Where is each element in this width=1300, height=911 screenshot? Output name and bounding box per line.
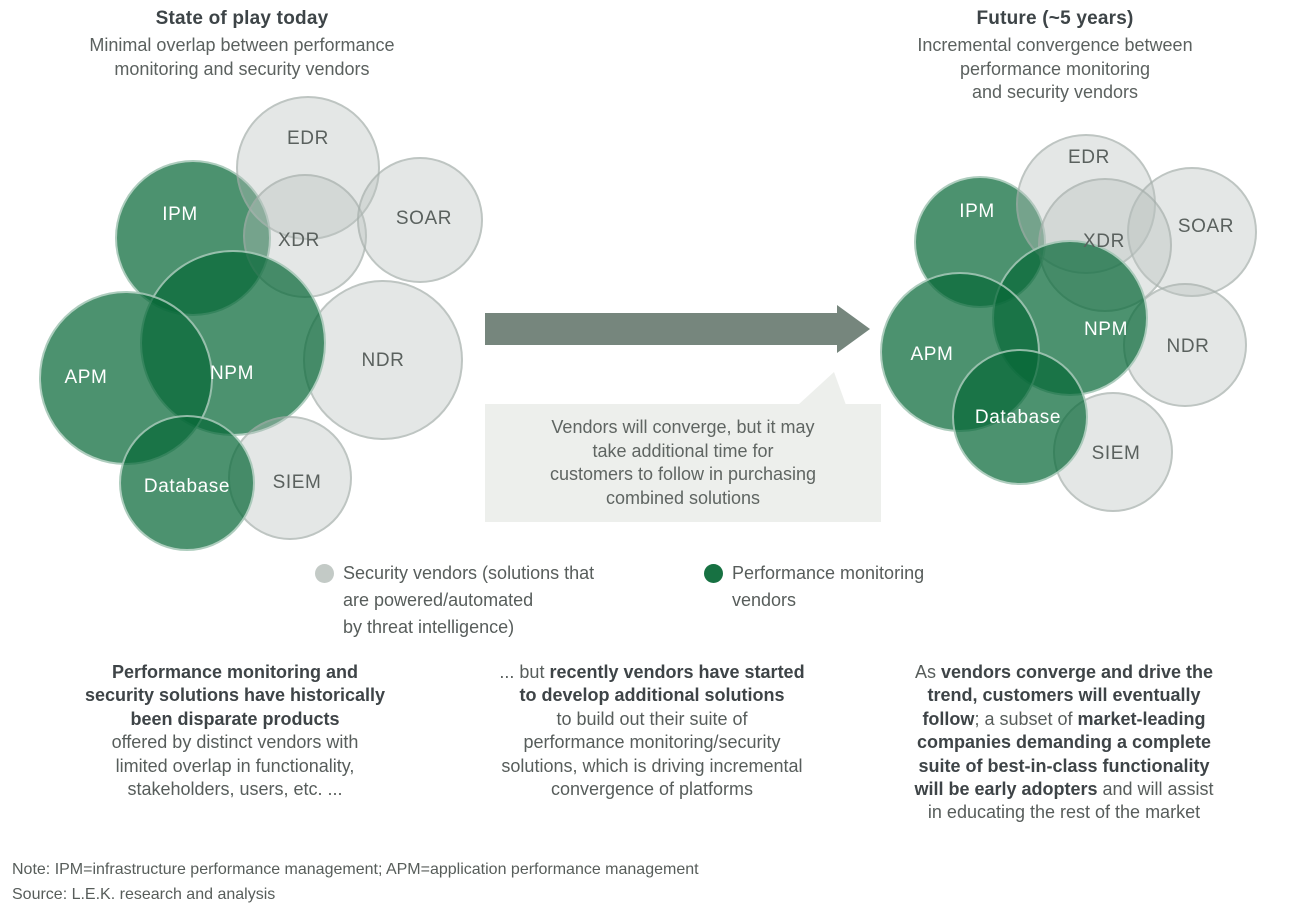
vendor-circle-label-soar: SOAR: [395, 208, 453, 229]
vendor-circle-database: [119, 415, 255, 551]
vendor-circle-siem: [228, 416, 352, 540]
vendor-circle-label-ipm: IPM: [959, 201, 995, 222]
callout-tail-icon: [798, 372, 846, 405]
insight-text: ... but: [499, 662, 550, 682]
legend-item-security-vendors: Security vendors (solutions that are pow…: [315, 560, 594, 641]
header-left-subtitle: Minimal overlap between performance moni…: [89, 35, 395, 79]
source-line: Source: L.E.K. research and analysis: [12, 886, 276, 903]
vendor-circle-label-ndr: NDR: [361, 350, 405, 371]
insight-text: offered by distinct vendors with limited…: [111, 732, 359, 800]
vendor-circle-npm: [992, 240, 1148, 396]
vendor-circle-ndr: [1123, 283, 1247, 407]
vendor-circle-ndr: [303, 280, 463, 440]
vendor-circle-label-edr: EDR: [1068, 147, 1110, 168]
vendor-circle-siem: [1053, 392, 1173, 512]
convergence-arrow-icon: [485, 305, 870, 353]
header-left: State of play today Minimal overlap betw…: [20, 8, 464, 81]
insight-text: to build out their suite of performance …: [501, 708, 803, 800]
vendor-circle-label-ndr: NDR: [1166, 336, 1210, 357]
insight-bold-text: vendors converge and drive the trend, cu…: [922, 662, 1214, 729]
vendor-circle-label-xdr: XDR: [1083, 231, 1125, 252]
header-left-title: State of play today: [155, 8, 329, 29]
footer: Note: IPM=infrastructure performance man…: [12, 857, 699, 907]
vendor-circle-label-apm: APM: [64, 367, 108, 388]
insight-paragraph-historical: Performance monitoring and security solu…: [52, 661, 418, 801]
vendor-circle-label-soar: SOAR: [1177, 216, 1235, 237]
vendor-circle-edr: [1016, 134, 1156, 274]
vendor-circle-label-edr: EDR: [287, 128, 329, 149]
insight-text: ; a subset of: [974, 708, 1078, 729]
vendor-circle-label-xdr: XDR: [278, 230, 320, 251]
vendor-circle-ipm: [115, 160, 271, 316]
insight-bold-text: Performance monitoring and security solu…: [84, 662, 386, 729]
insight-paragraph-recent-vendors: ... but recently vendors have started to…: [437, 661, 867, 801]
performance-vendors-dot-icon: [704, 564, 723, 583]
vendor-circle-label-database: Database: [143, 476, 231, 497]
callout-tail-shape: [798, 372, 846, 405]
vendor-circle-xdr: [1038, 178, 1172, 312]
vendor-circle-ipm: [914, 176, 1046, 308]
vendor-circle-soar: [357, 157, 483, 283]
vendor-circle-apm: [39, 291, 213, 465]
header-right: Future (~5 years) Incremental convergenc…: [855, 8, 1255, 105]
callout-bubble: Vendors will converge, but it may take a…: [485, 404, 881, 522]
vendor-circle-npm: [140, 250, 326, 436]
legend-label-security-vendors: Security vendors (solutions that are pow…: [343, 563, 595, 637]
vendor-circle-label-npm: NPM: [1083, 319, 1129, 340]
vendor-circle-xdr: [243, 174, 367, 298]
vendor-circle-soar: [1127, 167, 1257, 297]
footnote: Note: IPM=infrastructure performance man…: [12, 861, 699, 878]
insight-text: As: [914, 662, 941, 682]
vendor-circle-label-apm: APM: [910, 344, 954, 365]
security-vendors-dot-icon: [315, 564, 334, 583]
vendor-circle-label-npm: NPM: [209, 363, 255, 384]
vendor-circle-database: [952, 349, 1088, 485]
insight-text: and will assist in educating the rest of…: [927, 779, 1214, 823]
insight-bold-text: recently vendors have started to develop…: [519, 662, 805, 706]
legend-label-performance-vendors: Performance monitoring vendors: [732, 563, 925, 610]
insight-bold-text: market-leading companies demanding a com…: [914, 708, 1212, 800]
vendor-circle-label-siem: SIEM: [1091, 443, 1141, 464]
vendor-circle-apm: [880, 272, 1040, 432]
header-right-subtitle: Incremental convergence between performa…: [917, 35, 1193, 102]
vendor-circle-edr: [236, 96, 380, 240]
header-right-title: Future (~5 years): [976, 8, 1134, 29]
legend-item-performance-vendors: Performance monitoring vendors: [704, 560, 924, 614]
vendor-circle-label-siem: SIEM: [272, 472, 322, 493]
vendor-circle-label-ipm: IPM: [162, 204, 198, 225]
vendor-circle-label-database: Database: [974, 407, 1062, 428]
convergence-arrow-shape: [485, 305, 870, 353]
insight-paragraph-customers: As vendors converge and drive the trend,…: [858, 661, 1270, 825]
